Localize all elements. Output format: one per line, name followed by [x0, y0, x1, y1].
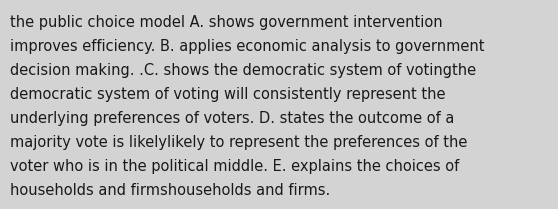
Text: decision making. .C. shows the democratic system of votingthe: decision making. .C. shows the democrati… — [10, 63, 476, 78]
Text: underlying preferences of voters. D. states the outcome of a: underlying preferences of voters. D. sta… — [10, 111, 454, 126]
Text: majority vote is likelylikely to represent the preferences of the: majority vote is likelylikely to represe… — [10, 135, 468, 150]
Text: democratic system of voting will consistently represent the: democratic system of voting will consist… — [10, 87, 445, 102]
Text: households and firmshouseholds and firms.: households and firmshouseholds and firms… — [10, 183, 330, 198]
Text: the public choice model A. shows government intervention: the public choice model A. shows governm… — [10, 15, 442, 30]
Text: improves efficiency. B. applies economic analysis to government: improves efficiency. B. applies economic… — [10, 39, 484, 54]
Text: voter who is in the political middle. E. explains the choices of: voter who is in the political middle. E.… — [10, 159, 459, 174]
